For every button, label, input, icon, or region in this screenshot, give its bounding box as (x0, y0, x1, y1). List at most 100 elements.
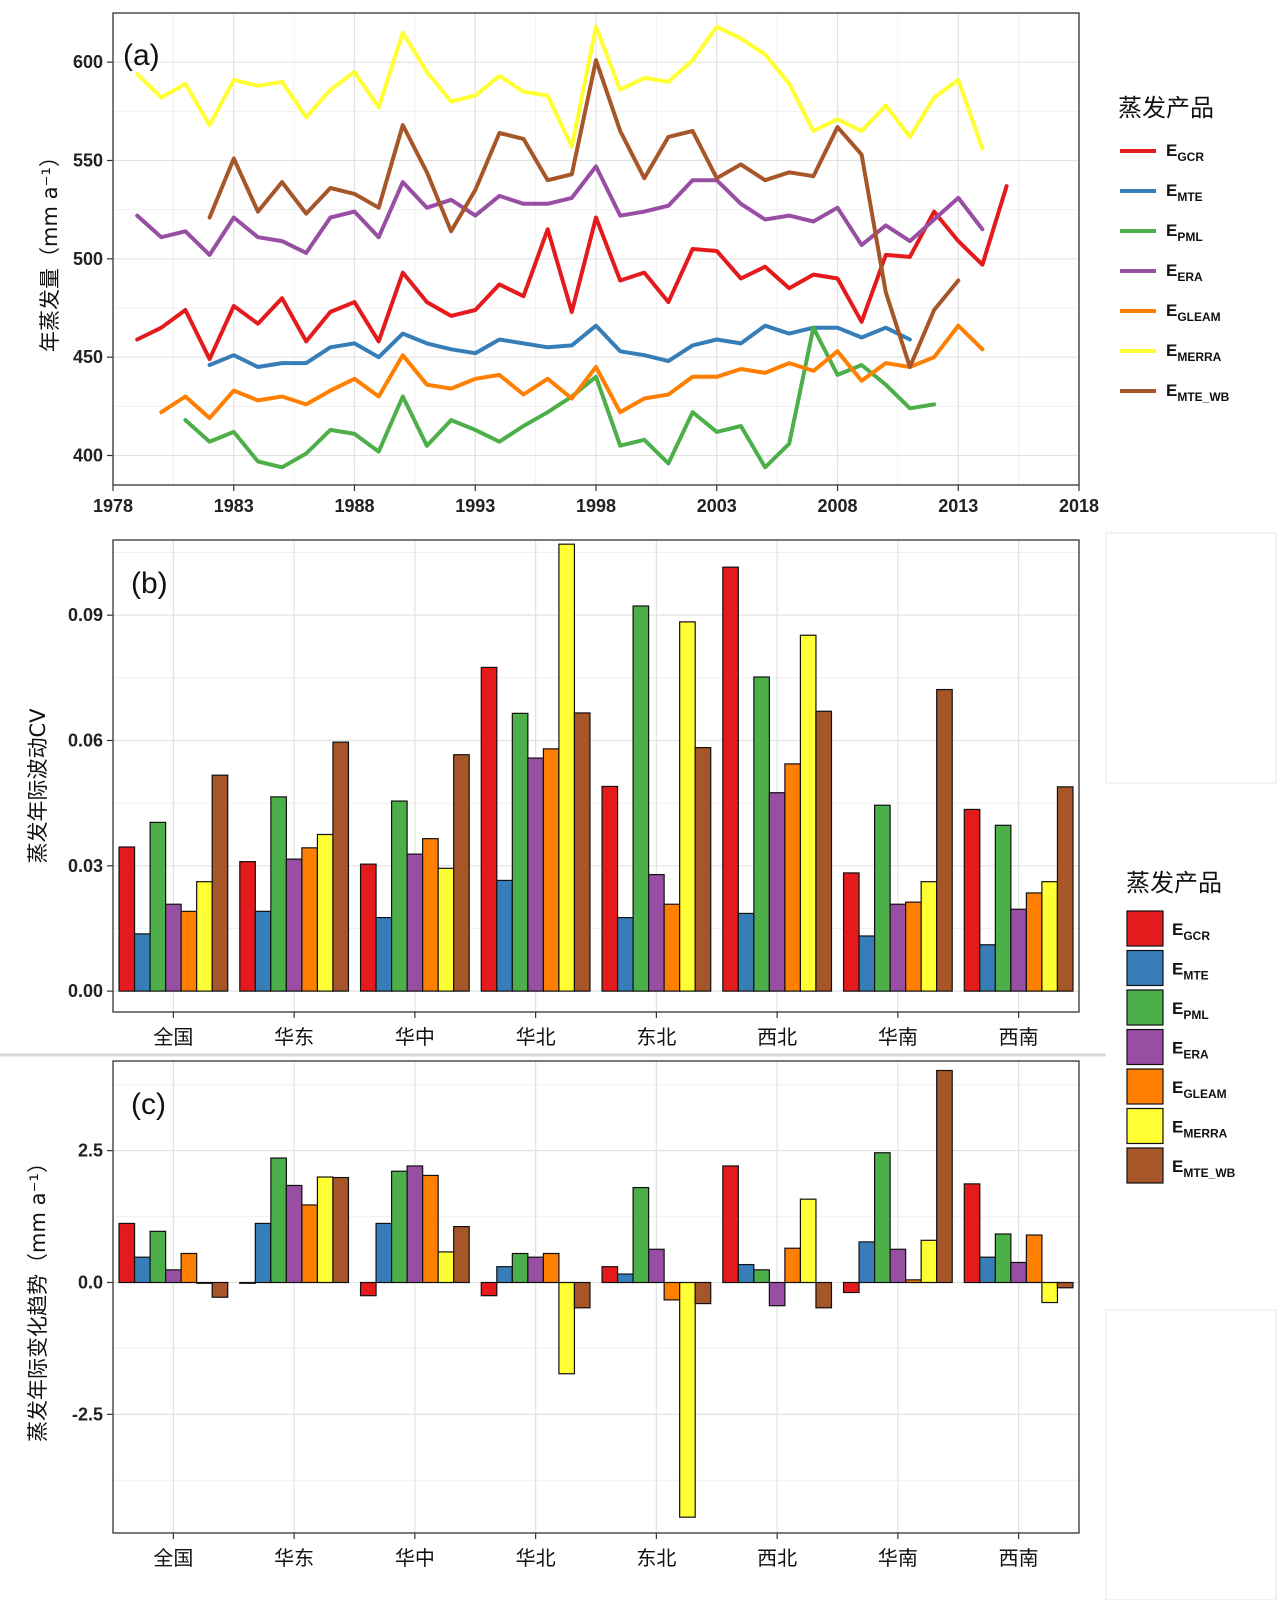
bar-e-merra (679, 1281, 696, 1518)
x-category-label: 西北 (757, 1546, 797, 1570)
bar-e-era (406, 853, 424, 992)
bar-e-pml (149, 821, 167, 992)
legend-panel-a: 蒸发产品 EGCR EMTE EPML EERA EGLEAM EMERRA EMTE_WB (1118, 94, 1230, 404)
bar-e-gcr (963, 808, 981, 992)
legend-label: EGLEAM (1166, 301, 1221, 324)
x-tick-label: 2003 (697, 496, 737, 516)
x-category-label: 西南 (999, 1546, 1039, 1570)
x-tick-label: 1998 (576, 496, 616, 516)
bar-e-era (165, 1269, 182, 1284)
bar-e-gcr (963, 1183, 981, 1284)
bar-e-gcr (480, 1281, 498, 1297)
x-category-label: 华南 (878, 1546, 918, 1570)
panel-b: 全国 华东 华中 华北 东北 西北 华南 西南 0.00 0.03 0.06 0.09 (b) 蒸发… (26, 539, 1080, 1049)
bar-e-era (285, 858, 303, 992)
bar-e-pml (753, 1269, 770, 1284)
bar-e-gcr (722, 566, 739, 992)
bar-e-pml (270, 1157, 287, 1284)
legend-panel-bc: 蒸发产品 EGCR EMTE EPML EERA EGLEAM EMERRA EMTE_WB (1126, 869, 1236, 1184)
bar-e-gcr (359, 1281, 377, 1297)
bar-e-merra (196, 1281, 213, 1284)
x-tick-label: 1978 (93, 496, 133, 516)
bar-e-mte-wb (332, 741, 350, 992)
panel-b-border (112, 539, 1080, 1013)
series-line-e-gcr (135, 184, 1009, 362)
panel-c-label: (c) (131, 1088, 166, 1121)
bar-e-pml (390, 800, 408, 992)
bar-e-mte-wb (453, 1225, 470, 1284)
legend-label: EPML (1172, 999, 1209, 1022)
bar-e-gleam (422, 838, 439, 992)
bar-e-merra (196, 881, 213, 992)
bar-e-mte (375, 1222, 393, 1284)
bar-e-era (768, 1281, 786, 1307)
series-line-e-mte-wb (207, 58, 961, 369)
bar-e-era (648, 1248, 665, 1284)
bar-e-gcr (842, 1281, 860, 1294)
y-tick-label: 0.09 (68, 605, 103, 625)
bar-e-mte-wb (815, 710, 833, 992)
bar-e-gcr (601, 785, 619, 992)
panel-a-lines (135, 24, 1009, 470)
series-line-e-era (135, 164, 985, 257)
bar-e-era (1010, 1261, 1027, 1284)
bar-e-gcr (118, 1222, 136, 1284)
x-category-label: 西北 (757, 1025, 797, 1049)
series-line-e-merra (135, 24, 985, 151)
bar-e-merra (316, 1176, 334, 1284)
legend-swatch-e-pml (1126, 989, 1164, 1026)
bar-e-pml (753, 676, 770, 992)
panel-b-y-axis-label: 蒸发年际波动CV (26, 708, 50, 864)
bar-e-mte (737, 912, 755, 992)
bar-e-mte-wb (211, 774, 229, 992)
legend-title: 蒸发产品 (1126, 869, 1222, 897)
legend-label: EGCR (1166, 141, 1204, 164)
bar-e-mte-wb (694, 1281, 712, 1305)
x-category-label: 东北 (636, 1025, 676, 1049)
bar-e-pml (632, 1186, 650, 1284)
bar-e-gcr (359, 863, 377, 992)
bar-e-merra (558, 543, 576, 992)
bar-e-mte-wb (815, 1281, 833, 1309)
x-category-label: 全国 (153, 1546, 193, 1570)
y-tick-label: 0.06 (68, 730, 103, 750)
y-tick-label: 400 (73, 446, 103, 466)
bar-e-era (889, 903, 907, 992)
bar-e-gcr (601, 1266, 619, 1284)
bar-e-mte (496, 1266, 513, 1284)
x-tick-label: 2008 (817, 496, 857, 516)
legend-swatch-e-era (1126, 1028, 1164, 1066)
bar-e-gleam (301, 1204, 319, 1284)
bar-e-gcr (118, 846, 136, 992)
bar-e-pml (994, 1233, 1012, 1284)
bar-e-merra (1041, 881, 1059, 992)
bar-e-mte-wb (936, 1069, 953, 1284)
bar-e-mte (616, 916, 634, 992)
panel-b-x-ticks: 全国 华东 华中 华北 东北 西北 华南 西南 (153, 1012, 1039, 1049)
bar-e-pml (511, 712, 529, 992)
bar-e-mte-wb (936, 688, 953, 992)
panel-a-grid (112, 13, 1080, 485)
x-tick-label: 1993 (455, 496, 495, 516)
bar-e-gleam (784, 1247, 802, 1284)
bar-e-merra (920, 1239, 938, 1284)
bar-e-mte (133, 933, 151, 992)
bar-e-pml (390, 1170, 408, 1284)
bar-e-gleam (905, 901, 922, 992)
bar-e-gcr (722, 1165, 739, 1284)
x-category-label: 华北 (516, 1546, 556, 1570)
panel-a-y-ticks: 400 450 500 550 600 (73, 52, 113, 466)
y-tick-label: 600 (73, 52, 103, 72)
bar-e-mte (254, 910, 272, 992)
legend-swatch-e-gcr (1126, 910, 1164, 947)
y-tick-label: 0.0 (78, 1272, 103, 1292)
bar-e-era (406, 1165, 424, 1284)
bar-e-era (527, 757, 544, 992)
bar-e-gcr (480, 666, 498, 992)
legend-label: EMTE (1166, 181, 1203, 204)
y-tick-label: 0.00 (68, 981, 103, 1001)
legend-label: EMERRA (1172, 1118, 1228, 1141)
x-category-label: 西南 (999, 1025, 1039, 1049)
panel-b-bars (118, 543, 1074, 992)
